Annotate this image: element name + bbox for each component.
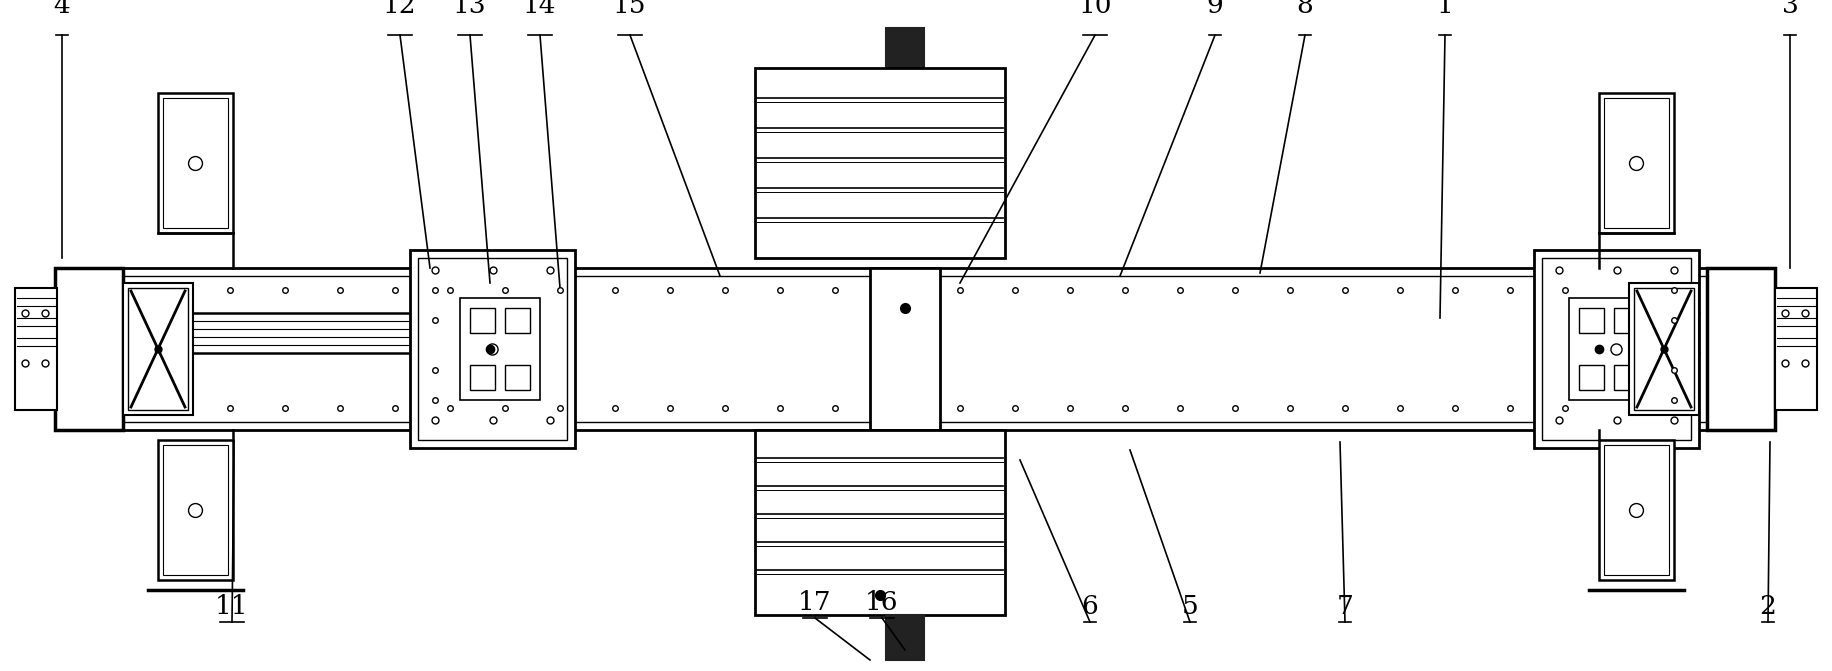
Bar (1707, 268, 1775, 430)
Text: 7: 7 (1337, 594, 1354, 619)
Text: 2: 2 (1759, 594, 1777, 619)
Bar (163, 445, 227, 575)
Bar (1599, 93, 1674, 233)
Text: 4: 4 (53, 0, 70, 18)
Bar (163, 98, 227, 228)
Bar (471, 308, 495, 333)
Bar (887, 615, 923, 660)
Bar (1629, 283, 1698, 415)
Bar (418, 258, 566, 440)
Bar (506, 308, 529, 333)
Text: 8: 8 (1297, 0, 1314, 18)
Text: 5: 5 (1182, 594, 1198, 619)
Bar (128, 288, 189, 410)
Text: 14: 14 (524, 0, 557, 18)
Text: 17: 17 (799, 590, 832, 615)
Bar (471, 365, 495, 390)
Text: 6: 6 (1081, 594, 1099, 619)
Bar (1579, 308, 1605, 333)
Text: 1: 1 (1436, 0, 1453, 18)
Text: 12: 12 (383, 0, 418, 18)
Bar (1599, 440, 1674, 580)
Bar (1614, 308, 1640, 333)
Bar (1605, 98, 1669, 228)
Bar (158, 93, 233, 233)
Bar (55, 268, 123, 430)
Bar (870, 268, 940, 430)
Text: 13: 13 (453, 0, 487, 18)
Bar (15, 288, 57, 410)
Bar (1579, 365, 1605, 390)
Bar (1775, 288, 1817, 410)
Text: 11: 11 (214, 594, 249, 619)
Text: 9: 9 (1207, 0, 1224, 18)
Bar (123, 283, 192, 415)
Bar (158, 440, 233, 580)
Bar (887, 28, 923, 73)
Text: 10: 10 (1079, 0, 1112, 18)
Bar (755, 68, 1006, 258)
Bar (460, 298, 540, 400)
Text: 3: 3 (1781, 0, 1799, 18)
Bar (506, 365, 529, 390)
Bar (1614, 365, 1640, 390)
Text: 16: 16 (865, 590, 900, 615)
Bar (1543, 258, 1691, 440)
Bar (1605, 445, 1669, 575)
Bar (1634, 288, 1695, 410)
Text: 15: 15 (614, 0, 647, 18)
Bar (55, 268, 1775, 430)
Bar (410, 250, 575, 448)
Bar (1568, 298, 1649, 400)
Bar (755, 430, 1006, 615)
Bar (1533, 250, 1698, 448)
